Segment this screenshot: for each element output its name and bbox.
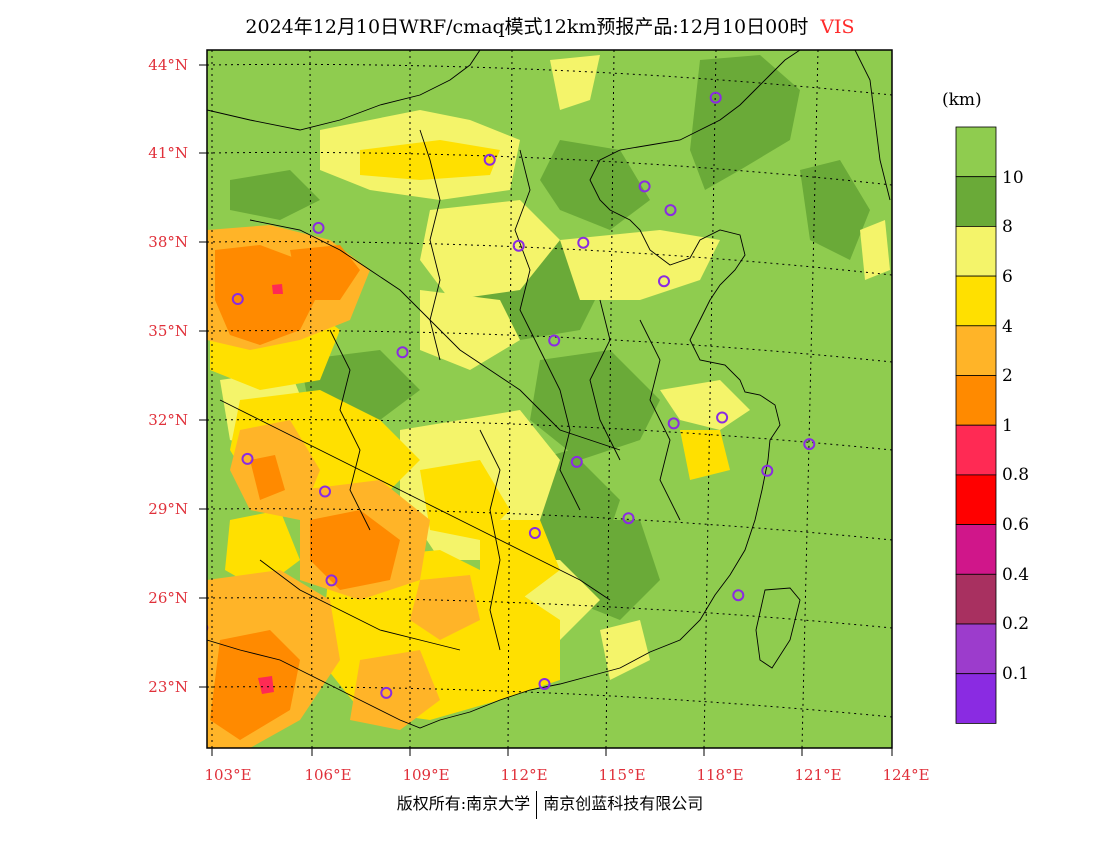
lon-label-112: 112°E: [500, 766, 548, 784]
colorbar-bin: [955, 225, 997, 277]
colorbar-label-0.1: 0.1: [1002, 664, 1030, 684]
lat-label-32: 32°N: [148, 411, 188, 429]
station-marker-jinan: [658, 275, 670, 288]
colorbar-bin: [955, 176, 997, 227]
lat-label-38: 38°N: [148, 233, 188, 251]
station-marker-guiyang: [325, 574, 338, 587]
copyright-footer: 版权所有:南京大学 南京创蓝科技有限公司: [0, 790, 1100, 819]
lat-label-26: 26°N: [148, 589, 188, 607]
station-marker-hefei: [667, 417, 680, 430]
station-marker-hohhot: [483, 153, 496, 166]
station-marker-nanchang: [622, 512, 635, 525]
colorbar-label-0.2: 0.2: [1002, 614, 1030, 634]
colorbar-bin: [955, 573, 997, 625]
colorbar-unit: (km): [942, 90, 982, 110]
footer-separator: [536, 790, 538, 819]
lon-label-109: 109°E: [402, 766, 450, 784]
lat-label-35: 35°N: [148, 322, 188, 340]
colorbar-bin: [955, 325, 997, 376]
station-marker-guangzhou: [538, 678, 551, 690]
field-1-2km: [210, 245, 400, 740]
station-marker-wuhan: [570, 455, 583, 468]
colorbar-bin: [955, 673, 997, 724]
lon-label-118: 118°E: [696, 766, 744, 784]
station-marker-yinchuan: [312, 221, 325, 234]
station-marker-kunming: [207, 624, 209, 632]
graticule: [207, 50, 892, 748]
colorbar-bin: [955, 275, 997, 327]
lat-label-44: 44°N: [148, 56, 188, 74]
station-marker-changsha: [528, 527, 541, 539]
lon-label-115: 115°E: [598, 766, 646, 784]
lon-label-103: 103°E: [204, 766, 252, 784]
colorbar-bin: [955, 375, 997, 426]
map-title: 2024年12月10日WRF/cmaq模式12km预报产品:12月10日00时 V…: [0, 12, 1100, 39]
station-marker-xian: [396, 346, 409, 359]
footer-left: 版权所有:南京大学: [396, 794, 531, 813]
lon-label-121: 121°E: [794, 766, 842, 784]
field-below-1km: [258, 284, 283, 694]
colorbar: [955, 126, 997, 724]
colorbar-label-4: 4: [1002, 317, 1013, 337]
station-marker-nanning: [380, 686, 393, 699]
title-text: 2024年12月10日WRF/cmaq模式12km预报产品:12月10日00时: [245, 16, 809, 38]
lon-label-106: 106°E: [304, 766, 352, 784]
lat-label-29: 29°N: [148, 500, 188, 518]
station-marker-harbin-area: [709, 91, 722, 104]
map-field: [207, 50, 892, 748]
station-marker-tianjin: [664, 204, 677, 217]
colorbar-label-0.6: 0.6: [1002, 515, 1030, 535]
colorbar-label-1: 1: [1002, 416, 1013, 436]
station-markers: [207, 91, 816, 699]
station-marker-shanghai: [803, 438, 816, 451]
colorbar-bin: [955, 524, 997, 575]
map-frame: [206, 49, 893, 749]
colorbar-label-6: 6: [1002, 267, 1013, 287]
station-marker-taiyuan: [512, 239, 525, 252]
station-marker-fuzhou: [732, 589, 745, 602]
station-marker-zhengzhou: [548, 334, 561, 347]
station-marker-chengdu: [241, 452, 254, 465]
colorbar-bin: [955, 474, 997, 525]
lon-label-124: 124°E: [882, 766, 930, 784]
station-marker-shijiazhuang: [577, 236, 590, 249]
colorbar-label-0.8: 0.8: [1002, 465, 1030, 485]
colorbar-bin: [955, 126, 997, 178]
lat-label-23: 23°N: [148, 678, 188, 696]
colorbar-bin: [955, 623, 997, 675]
station-marker-hangzhou: [761, 464, 774, 477]
station-marker-lanzhou: [231, 293, 244, 305]
colorbar-bin: [955, 424, 997, 476]
station-marker-nanjing: [716, 411, 729, 424]
coastline-and-borders: [207, 50, 891, 729]
lat-label-41: 41°N: [148, 144, 188, 162]
station-marker-beijing: [638, 180, 651, 193]
colorbar-label-10: 10: [1002, 168, 1024, 188]
station-marker-chongqing: [319, 485, 331, 498]
footer-right: 南京创蓝科技有限公司: [543, 794, 704, 813]
colorbar-label-8: 8: [1002, 217, 1013, 237]
title-variable: VIS: [820, 16, 855, 38]
axis-ticks: [199, 64, 893, 756]
colorbar-label-0.4: 0.4: [1002, 565, 1030, 585]
colorbar-label-2: 2: [1002, 366, 1013, 386]
